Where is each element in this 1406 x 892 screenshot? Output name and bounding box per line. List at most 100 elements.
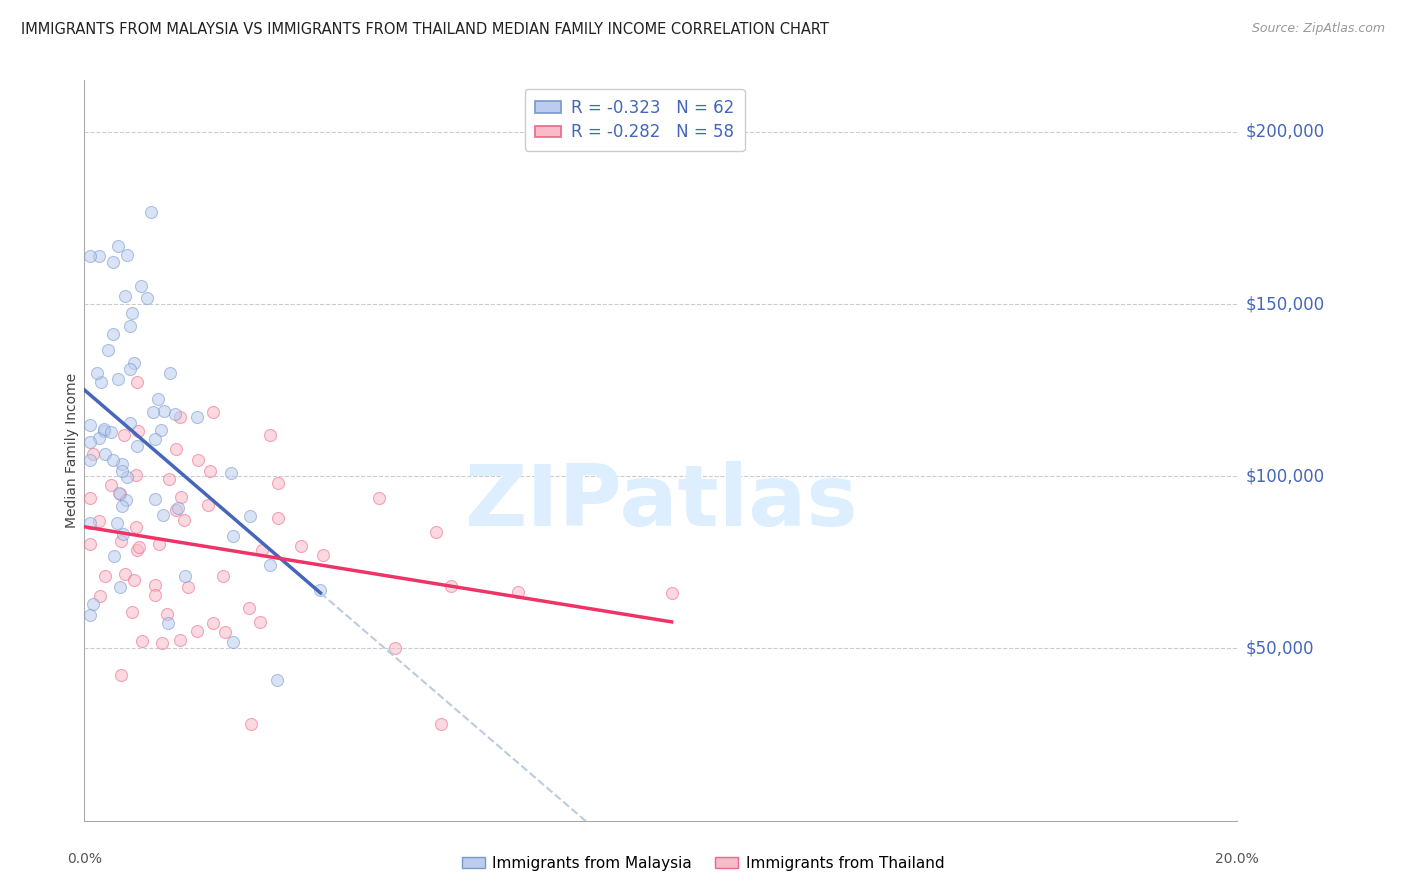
- Point: [212, 569, 235, 583]
- Point: [173, 513, 195, 527]
- Point: [124, 467, 146, 482]
- Point: [143, 491, 166, 506]
- Point: [89, 589, 111, 603]
- Point: [112, 428, 135, 442]
- Point: [174, 569, 197, 583]
- Point: [110, 667, 132, 681]
- Point: [87, 431, 110, 445]
- Text: $150,000: $150,000: [1246, 295, 1324, 313]
- Point: [202, 404, 225, 418]
- Point: [135, 292, 157, 306]
- Point: [125, 375, 148, 389]
- Point: [82, 597, 104, 611]
- Point: [240, 717, 263, 731]
- Point: [107, 239, 129, 253]
- Point: [150, 635, 173, 649]
- Point: [110, 534, 132, 549]
- Point: [128, 540, 150, 554]
- Point: [101, 326, 124, 341]
- Point: [250, 543, 273, 558]
- Point: [177, 580, 200, 594]
- Point: [93, 424, 115, 438]
- Text: 20.0%: 20.0%: [1215, 852, 1260, 865]
- Point: [169, 410, 191, 425]
- Point: [122, 356, 145, 370]
- Text: $100,000: $100,000: [1246, 467, 1324, 485]
- Point: [121, 605, 143, 619]
- Point: [79, 608, 101, 623]
- Point: [101, 255, 124, 269]
- Point: [222, 635, 245, 649]
- Point: [165, 503, 187, 517]
- Text: 0.0%: 0.0%: [67, 852, 101, 865]
- Point: [122, 573, 145, 587]
- Point: [112, 527, 135, 541]
- Point: [440, 579, 463, 593]
- Point: [108, 487, 131, 501]
- Point: [152, 508, 174, 522]
- Text: $200,000: $200,000: [1246, 123, 1324, 141]
- Point: [94, 447, 117, 461]
- Point: [186, 624, 208, 638]
- Point: [259, 558, 281, 573]
- Point: [103, 549, 125, 564]
- Point: [425, 525, 447, 540]
- Point: [266, 673, 288, 687]
- Point: [170, 490, 193, 504]
- Point: [79, 452, 101, 467]
- Point: [312, 548, 335, 562]
- Point: [125, 439, 148, 453]
- Point: [222, 529, 245, 543]
- Point: [259, 427, 281, 442]
- Point: [167, 501, 190, 516]
- Y-axis label: Median Family Income: Median Family Income: [65, 373, 79, 528]
- Text: $50,000: $50,000: [1246, 640, 1315, 657]
- Point: [249, 615, 271, 629]
- Point: [120, 362, 142, 376]
- Point: [238, 601, 260, 615]
- Point: [309, 582, 332, 597]
- Point: [125, 520, 148, 534]
- Point: [117, 470, 139, 484]
- Point: [128, 424, 150, 438]
- Point: [97, 343, 120, 358]
- Point: [79, 516, 101, 531]
- Text: IMMIGRANTS FROM MALAYSIA VS IMMIGRANTS FROM THAILAND MEDIAN FAMILY INCOME CORREL: IMMIGRANTS FROM MALAYSIA VS IMMIGRANTS F…: [21, 22, 830, 37]
- Point: [143, 578, 166, 592]
- Point: [90, 376, 112, 390]
- Point: [79, 434, 101, 449]
- Point: [187, 453, 209, 467]
- Point: [105, 516, 128, 531]
- Point: [87, 514, 110, 528]
- Point: [79, 417, 101, 432]
- Point: [159, 366, 181, 380]
- Point: [100, 477, 122, 491]
- Point: [82, 447, 104, 461]
- Point: [201, 616, 224, 631]
- Point: [139, 204, 162, 219]
- Point: [125, 542, 148, 557]
- Point: [142, 405, 165, 419]
- Point: [145, 432, 167, 446]
- Point: [120, 319, 142, 334]
- Point: [267, 476, 290, 491]
- Point: [267, 510, 290, 524]
- Point: [146, 392, 169, 407]
- Point: [115, 493, 138, 508]
- Point: [384, 641, 406, 656]
- Point: [114, 566, 136, 581]
- Point: [79, 491, 101, 505]
- Text: Source: ZipAtlas.com: Source: ZipAtlas.com: [1251, 22, 1385, 36]
- Text: ZIPatlas: ZIPatlas: [464, 461, 858, 544]
- Point: [165, 442, 187, 456]
- Point: [120, 416, 142, 430]
- Point: [214, 625, 236, 640]
- Point: [197, 498, 219, 512]
- Point: [149, 423, 172, 437]
- Point: [107, 485, 129, 500]
- Point: [86, 366, 108, 380]
- Point: [156, 615, 179, 630]
- Point: [108, 580, 131, 594]
- Point: [430, 717, 453, 731]
- Point: [107, 372, 129, 386]
